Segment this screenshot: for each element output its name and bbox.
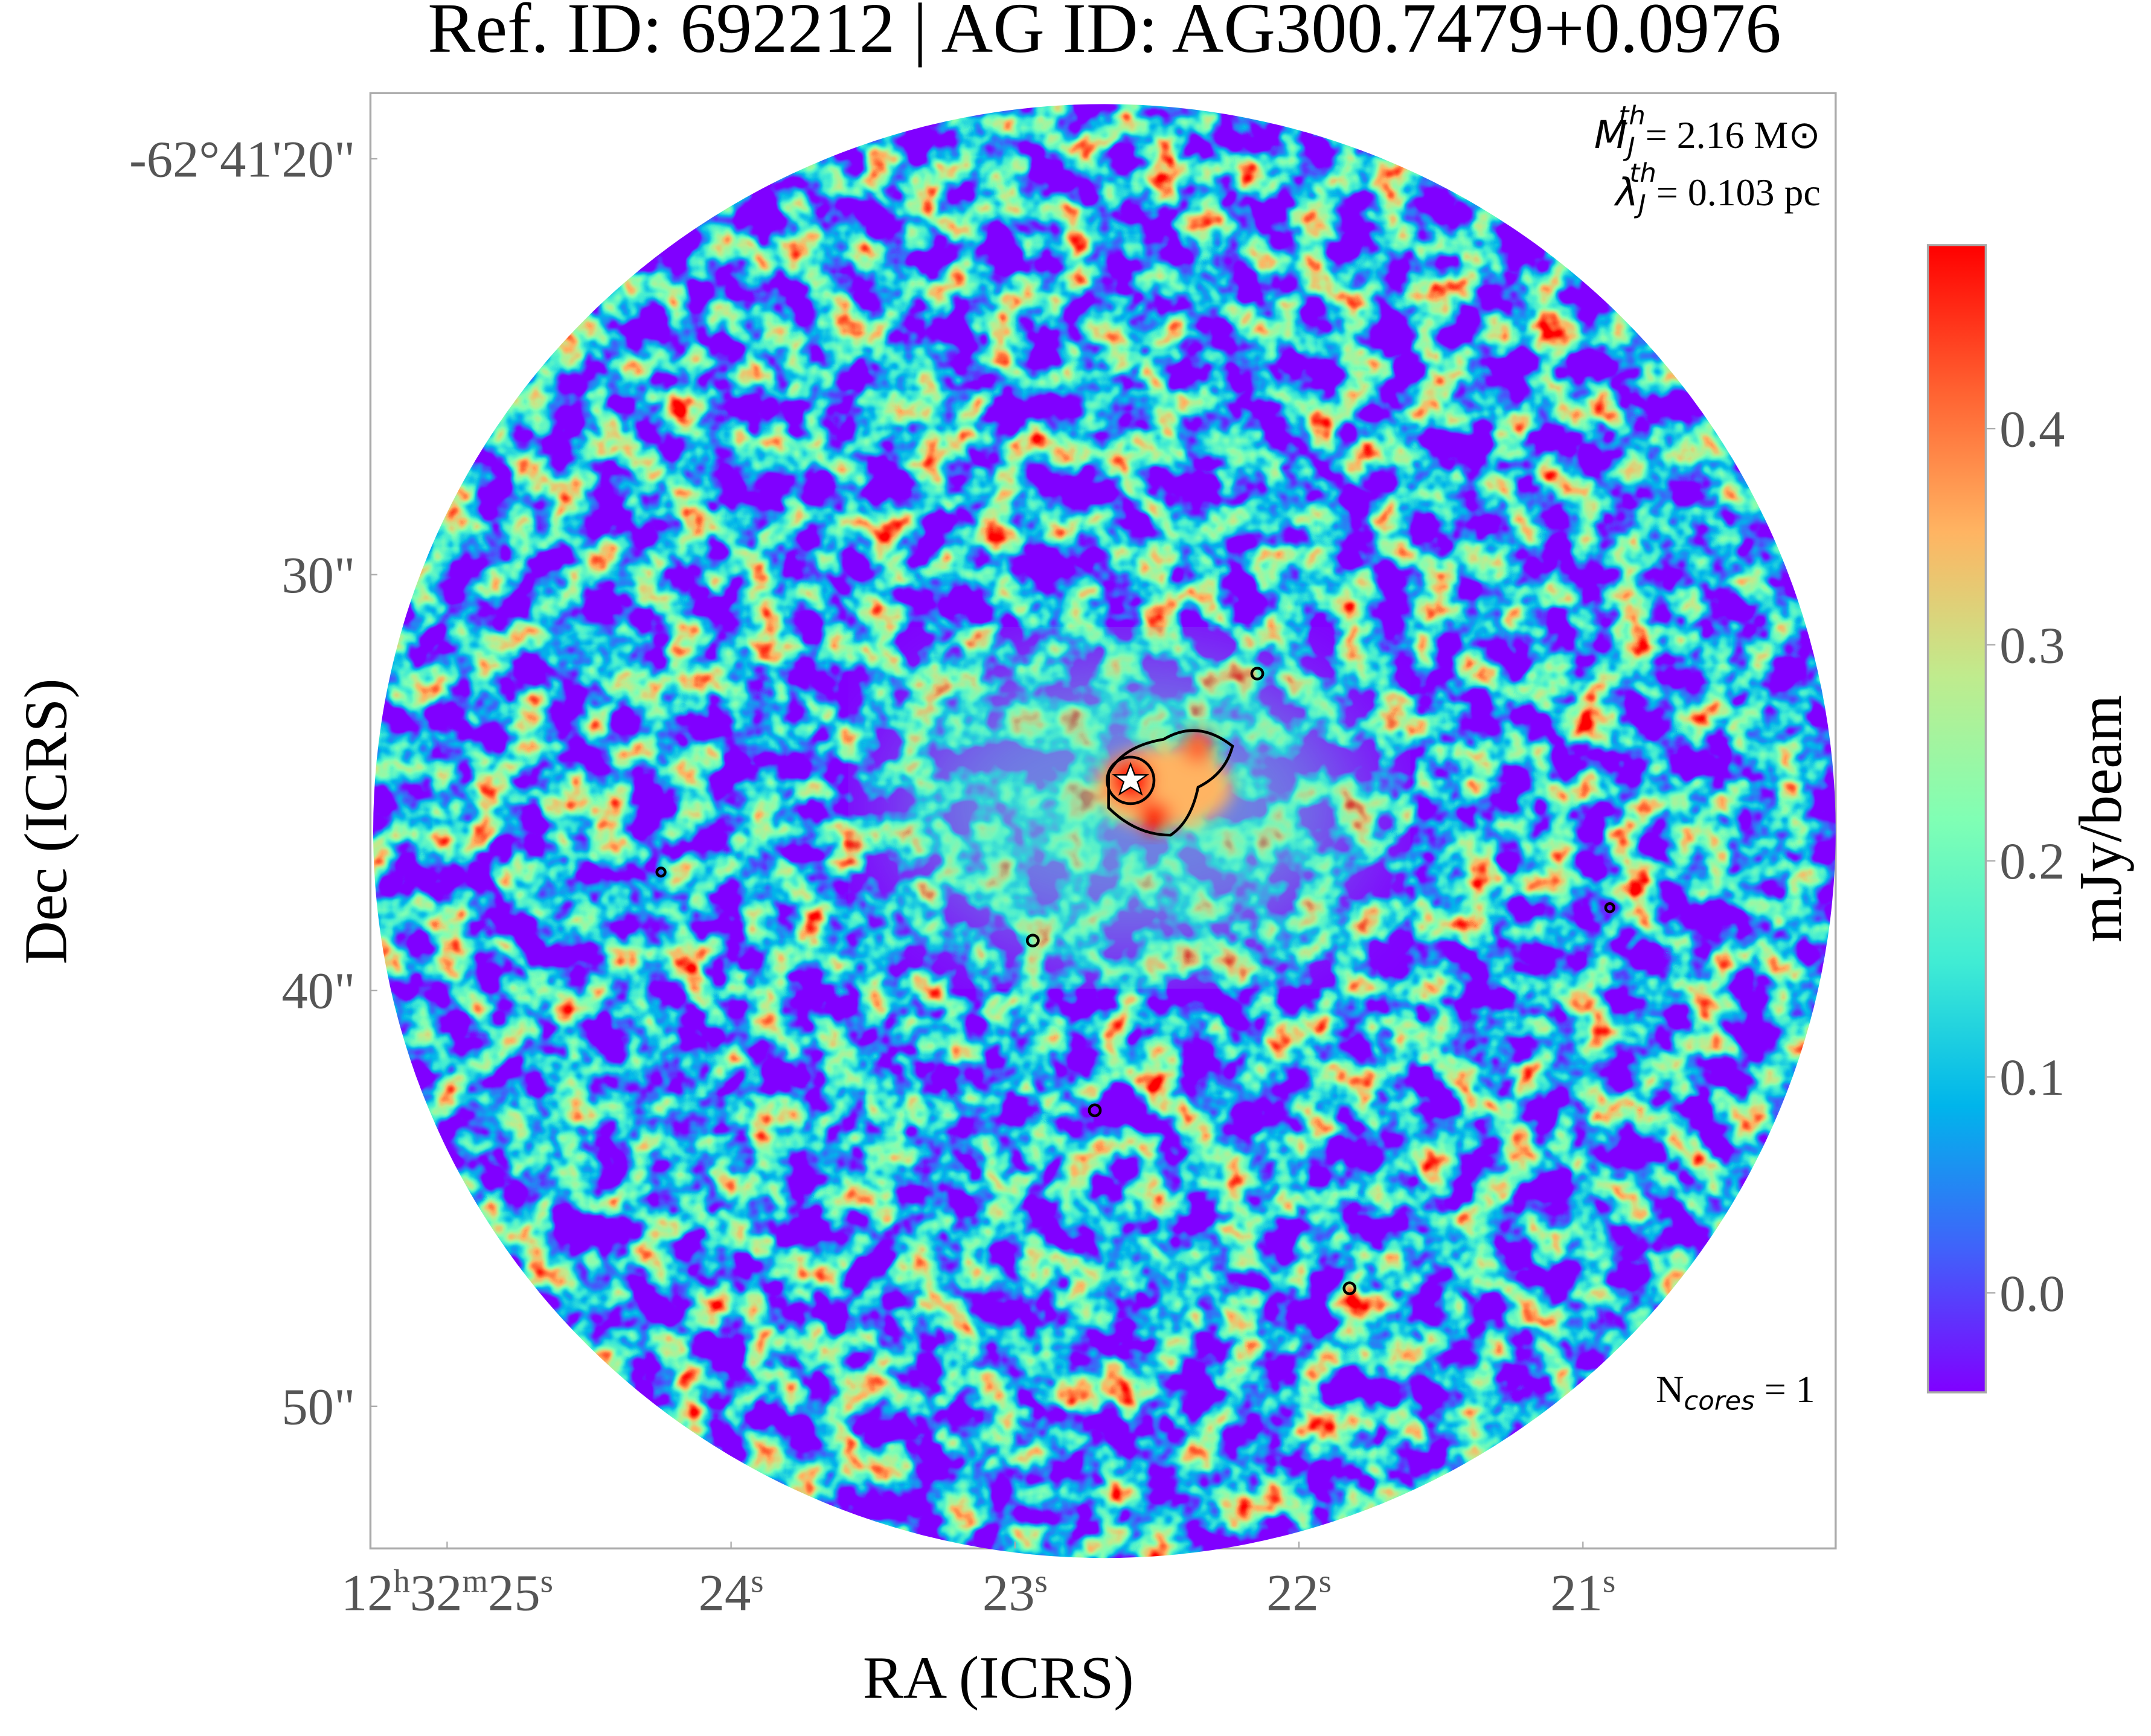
x-tick-label-part: s bbox=[1319, 1562, 1332, 1599]
annotation-superscript: th bbox=[1629, 159, 1656, 189]
x-tick-label-part: 32 bbox=[410, 1564, 463, 1622]
y-tick-label: 40" bbox=[281, 962, 355, 1020]
x-tick-label: 24s bbox=[699, 1562, 764, 1621]
annotation-symbol: M bbox=[1594, 113, 1627, 158]
annotation-text: = 2.16 M⊙ bbox=[1646, 114, 1821, 156]
colorbar-tick-label: 0.2 bbox=[1999, 832, 2065, 890]
colorbar bbox=[1926, 244, 1987, 1394]
x-tick-label-part: 22 bbox=[1266, 1564, 1319, 1622]
x-tick-label-part: 25 bbox=[488, 1564, 540, 1622]
x-tick-label-part: 24 bbox=[699, 1564, 751, 1622]
colorbar-label: mJy/beam bbox=[2067, 695, 2134, 943]
annotation: λJth= 0.103 pc bbox=[1614, 159, 1820, 220]
annotations: MJth= 2.16 M⊙λJth= 0.103 pc Ncores = 1 bbox=[1594, 101, 1821, 1416]
chart-title: Ref. ID: 692212 | AG ID: AG300.7479+0.09… bbox=[428, 0, 1781, 68]
annotation-subscript: cores bbox=[1684, 1386, 1754, 1417]
colorbar-tick-label: 0.3 bbox=[1999, 617, 2065, 674]
x-tick-label: 23s bbox=[983, 1562, 1048, 1621]
x-tick-label-part: s bbox=[540, 1562, 553, 1599]
annotation: Ncores = 1 bbox=[1656, 1368, 1815, 1417]
colorbar-tick-label: 0.4 bbox=[1999, 400, 2065, 458]
contours bbox=[655, 667, 1615, 1295]
x-tick-label-part: 21 bbox=[1550, 1564, 1603, 1622]
y-tick-label: 50" bbox=[281, 1378, 355, 1436]
annotation-superscript: th bbox=[1618, 101, 1645, 131]
annotation-text: = 0.103 pc bbox=[1656, 171, 1821, 214]
y-axis-label: Dec (ICRS) bbox=[12, 679, 79, 965]
annotation: MJth= 2.16 M⊙ bbox=[1594, 101, 1821, 162]
annotation-symbol: λ bbox=[1614, 170, 1638, 215]
x-tick-label-part: s bbox=[1603, 1562, 1615, 1599]
image bbox=[373, 104, 1836, 1558]
x-tick-label-part: 23 bbox=[983, 1564, 1035, 1622]
x-axis-label: RA (ICRS) bbox=[863, 1644, 1134, 1711]
x-tick-label-part: 12 bbox=[341, 1564, 394, 1622]
x-tick-label: 12h32m25s bbox=[341, 1562, 553, 1621]
y-tick-label: -62°41'20" bbox=[129, 130, 355, 188]
x-tick-label-part: s bbox=[751, 1562, 763, 1599]
annotation-text: = 1 bbox=[1755, 1368, 1815, 1411]
colorbar-tick-label: 0.1 bbox=[1999, 1048, 2065, 1106]
colorbar-tick-label: 0.0 bbox=[1999, 1264, 2065, 1322]
y-tick-label: 30" bbox=[281, 546, 355, 604]
x-tick-label-part: h bbox=[393, 1562, 409, 1599]
x-tick-label-part: m bbox=[462, 1562, 488, 1599]
x-tick-label: 22s bbox=[1266, 1562, 1332, 1621]
x-tick-label: 21s bbox=[1550, 1562, 1615, 1621]
x-tick-label-part: s bbox=[1035, 1562, 1048, 1599]
core-marker bbox=[1112, 761, 1150, 796]
annotation-symbol: N bbox=[1656, 1368, 1684, 1411]
